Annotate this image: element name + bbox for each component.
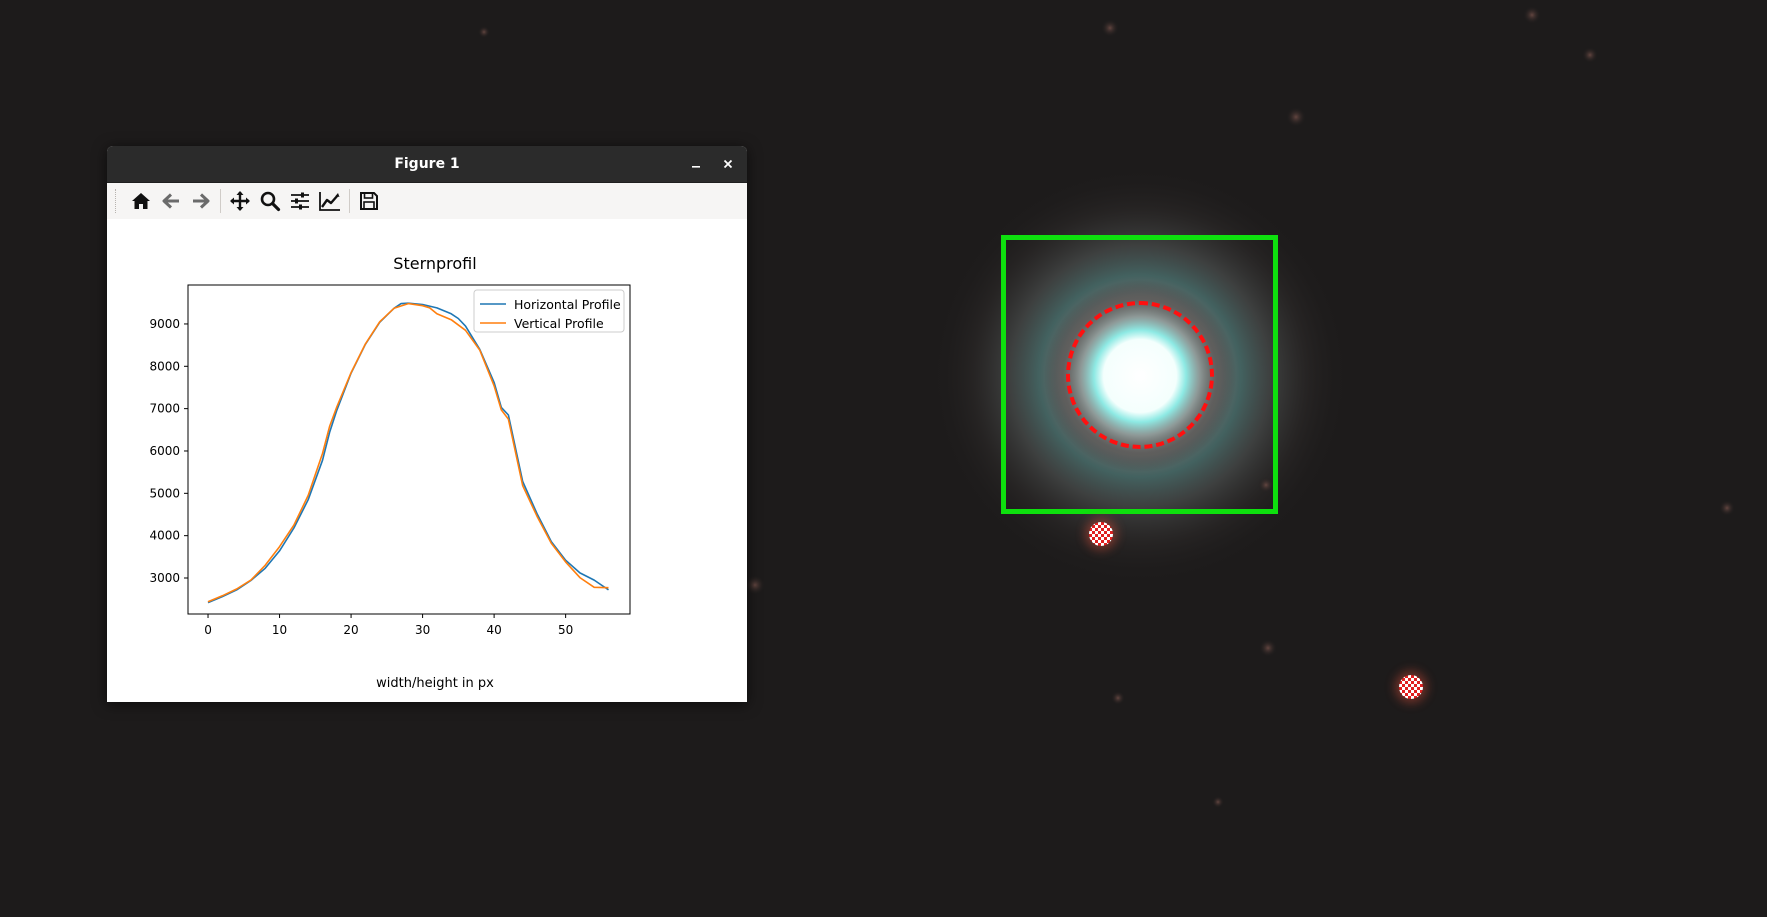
save-button[interactable] xyxy=(354,186,384,216)
toolbar-grip xyxy=(115,189,120,213)
legend-entry: Vertical Profile xyxy=(514,316,604,331)
minimize-button[interactable] xyxy=(685,153,707,175)
y-tick-label: 8000 xyxy=(149,359,180,373)
zoom-button[interactable] xyxy=(255,186,285,216)
series-line-vertical-profile xyxy=(207,302,609,603)
arrow-right-icon xyxy=(193,193,210,209)
legend-entry: Horizontal Profile xyxy=(514,297,621,312)
edit-axes-button[interactable] xyxy=(315,186,345,216)
series-line-horizontal-profile xyxy=(207,302,609,604)
subplots-button[interactable] xyxy=(285,186,315,216)
forward-button[interactable] xyxy=(186,186,216,216)
back-button[interactable] xyxy=(156,186,186,216)
toolbar-separator xyxy=(220,189,221,213)
y-tick-label: 3000 xyxy=(149,571,180,585)
x-tick-label: 50 xyxy=(558,623,573,637)
y-tick-label: 9000 xyxy=(149,317,180,331)
plot-frame xyxy=(187,284,631,615)
x-tick-label: 0 xyxy=(204,623,212,637)
y-tick-label: 7000 xyxy=(149,402,180,416)
window-titlebar[interactable]: Figure 1 xyxy=(107,146,747,183)
plot-lines xyxy=(207,302,609,604)
home-icon xyxy=(132,193,150,209)
close-button[interactable] xyxy=(717,153,739,175)
minimize-icon xyxy=(692,166,700,168)
x-tick-label: 30 xyxy=(415,623,430,637)
plot-axes: 0 10 20 30 40 50 3000 4000 5000 6000 7000 8000 9000 xyxy=(149,284,631,637)
home-button[interactable] xyxy=(126,186,156,216)
y-tick-label: 5000 xyxy=(149,486,180,500)
x-tick-label: 20 xyxy=(343,623,358,637)
star-aperture-ring xyxy=(1066,301,1214,449)
arrow-left-icon xyxy=(162,193,179,209)
sliders-icon xyxy=(291,192,309,210)
floppy-disk-icon xyxy=(360,192,378,210)
move-icon xyxy=(230,191,250,211)
close-icon xyxy=(723,159,733,169)
legend-frame xyxy=(473,289,625,333)
small-star-marker xyxy=(1399,675,1423,699)
pan-button[interactable] xyxy=(225,186,255,216)
profile-chart: Sternprofil width/height in px 0 10 20 30 40… xyxy=(149,254,631,691)
figure-window: Figure 1 xyxy=(107,146,747,702)
magnifier-icon xyxy=(260,191,281,212)
y-tick-label: 4000 xyxy=(149,529,180,543)
y-tick-label: 6000 xyxy=(149,444,180,458)
x-tick-label: 10 xyxy=(272,623,287,637)
figure-canvas[interactable]: Sternprofil width/height in px 0 10 20 30 40… xyxy=(107,219,747,702)
small-star-marker xyxy=(1089,522,1113,546)
star-selection-box[interactable] xyxy=(1001,235,1278,514)
chart-title: Sternprofil xyxy=(393,254,476,273)
navigation-toolbar xyxy=(107,183,747,220)
x-axis-label: width/height in px xyxy=(376,676,494,691)
toolbar-separator xyxy=(349,189,350,213)
x-tick-label: 40 xyxy=(486,623,501,637)
chart-legend: Horizontal Profile Vertical Profile xyxy=(473,289,625,333)
line-chart-icon xyxy=(319,192,340,211)
window-title: Figure 1 xyxy=(394,156,460,172)
